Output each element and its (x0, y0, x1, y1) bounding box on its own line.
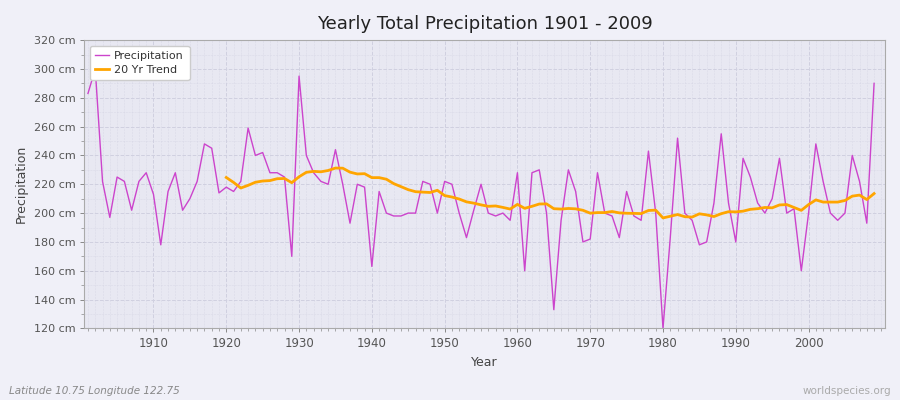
Precipitation (90, 66, 101, 71)
20 Yr Trend (308, 169, 319, 174)
X-axis label: Year: Year (472, 356, 498, 369)
Precipitation (868, 81, 879, 86)
20 Yr Trend (425, 190, 436, 195)
Legend: Precipitation, 20 Yr Trend: Precipitation, 20 Yr Trend (90, 46, 190, 80)
20 Yr Trend (658, 216, 669, 220)
Text: Latitude 10.75 Longitude 122.75: Latitude 10.75 Longitude 122.75 (9, 386, 180, 396)
Text: worldspecies.org: worldspecies.org (803, 386, 891, 396)
20 Yr Trend (868, 191, 879, 196)
20 Yr Trend (220, 175, 231, 180)
Line: Precipitation: Precipitation (88, 69, 874, 328)
Precipitation (607, 214, 617, 218)
Precipitation (308, 170, 319, 175)
Precipitation (352, 182, 363, 187)
Precipitation (658, 326, 669, 331)
20 Yr Trend (687, 215, 698, 220)
20 Yr Trend (774, 202, 785, 207)
Precipitation (83, 91, 94, 96)
20 Yr Trend (854, 193, 865, 198)
Precipitation (519, 268, 530, 273)
Title: Yearly Total Precipitation 1901 - 2009: Yearly Total Precipitation 1901 - 2009 (317, 15, 652, 33)
Y-axis label: Precipitation: Precipitation (15, 145, 28, 223)
20 Yr Trend (788, 205, 799, 210)
Precipitation (148, 192, 159, 197)
Line: 20 Yr Trend: 20 Yr Trend (226, 168, 874, 218)
Precipitation (512, 170, 523, 175)
20 Yr Trend (330, 166, 341, 170)
